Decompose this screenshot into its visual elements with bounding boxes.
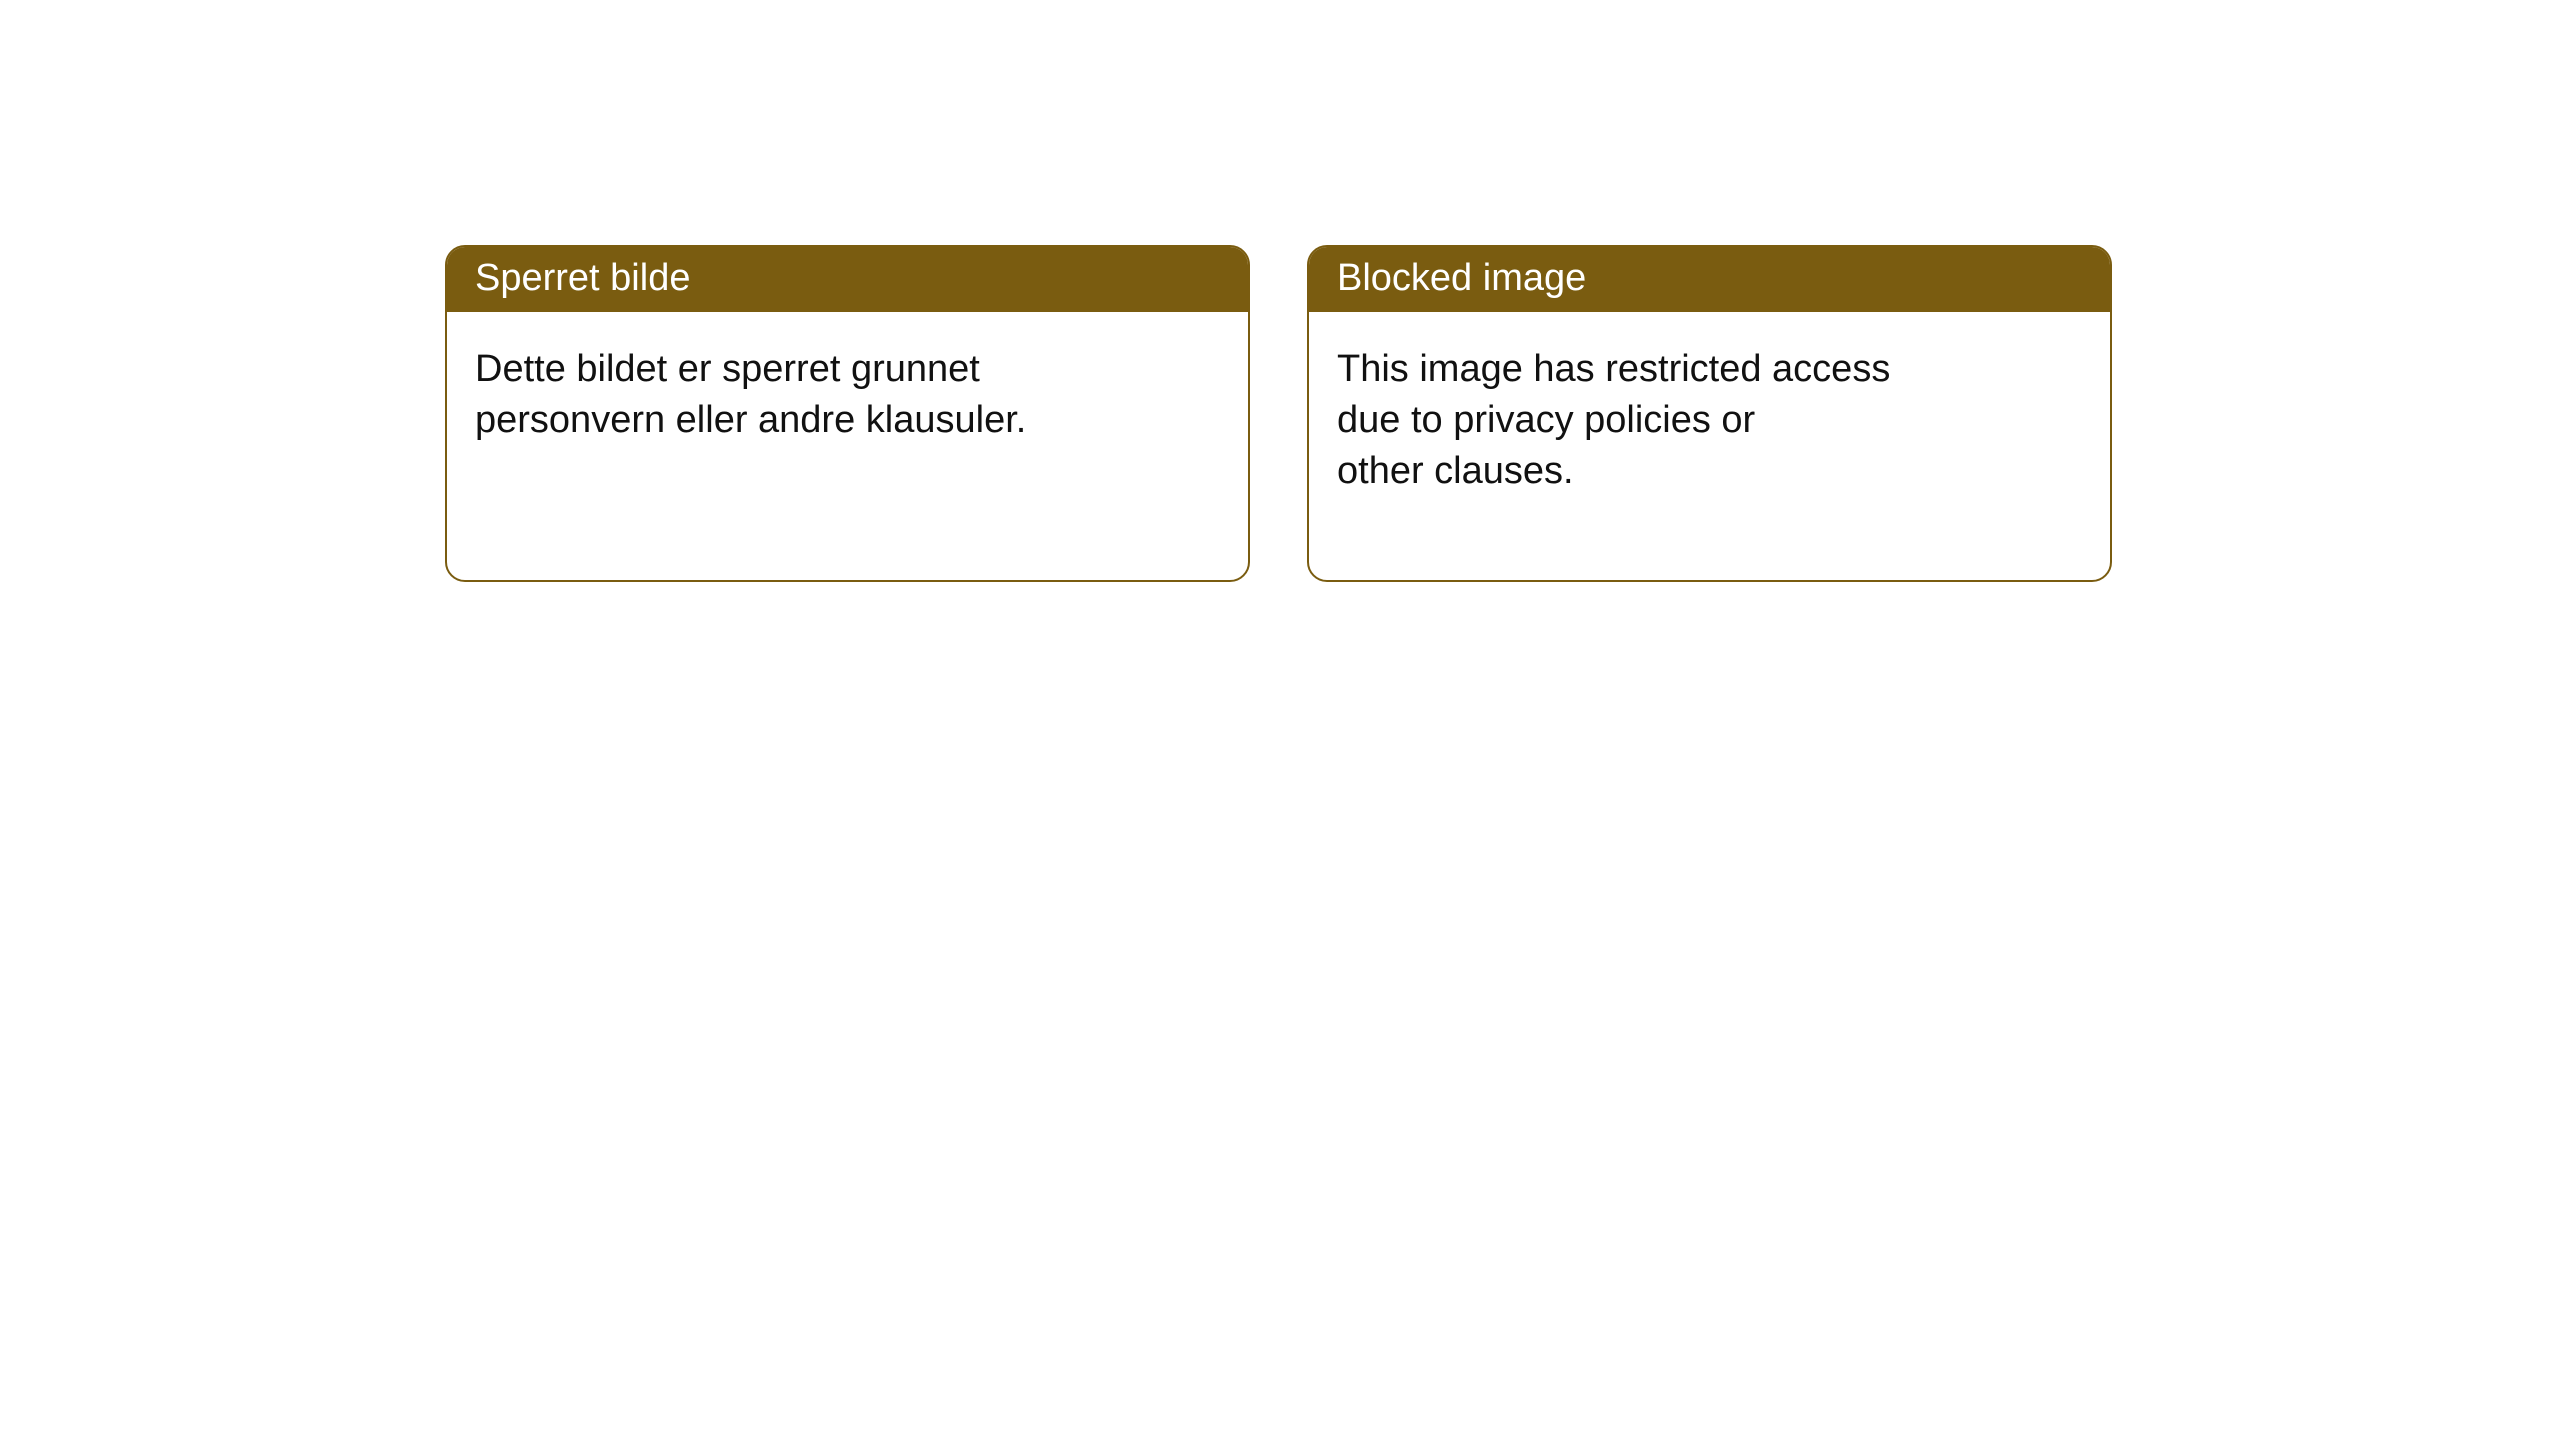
notice-header-no: Sperret bilde bbox=[447, 247, 1248, 312]
notice-header-en: Blocked image bbox=[1309, 247, 2110, 312]
notice-box-no: Sperret bilde Dette bildet er sperret gr… bbox=[445, 245, 1250, 582]
notice-box-en: Blocked image This image has restricted … bbox=[1307, 245, 2112, 582]
notice-body-no: Dette bildet er sperret grunnet personve… bbox=[447, 312, 1248, 479]
notices-container: Sperret bilde Dette bildet er sperret gr… bbox=[445, 245, 2112, 582]
notice-body-en: This image has restricted access due to … bbox=[1309, 312, 2110, 530]
